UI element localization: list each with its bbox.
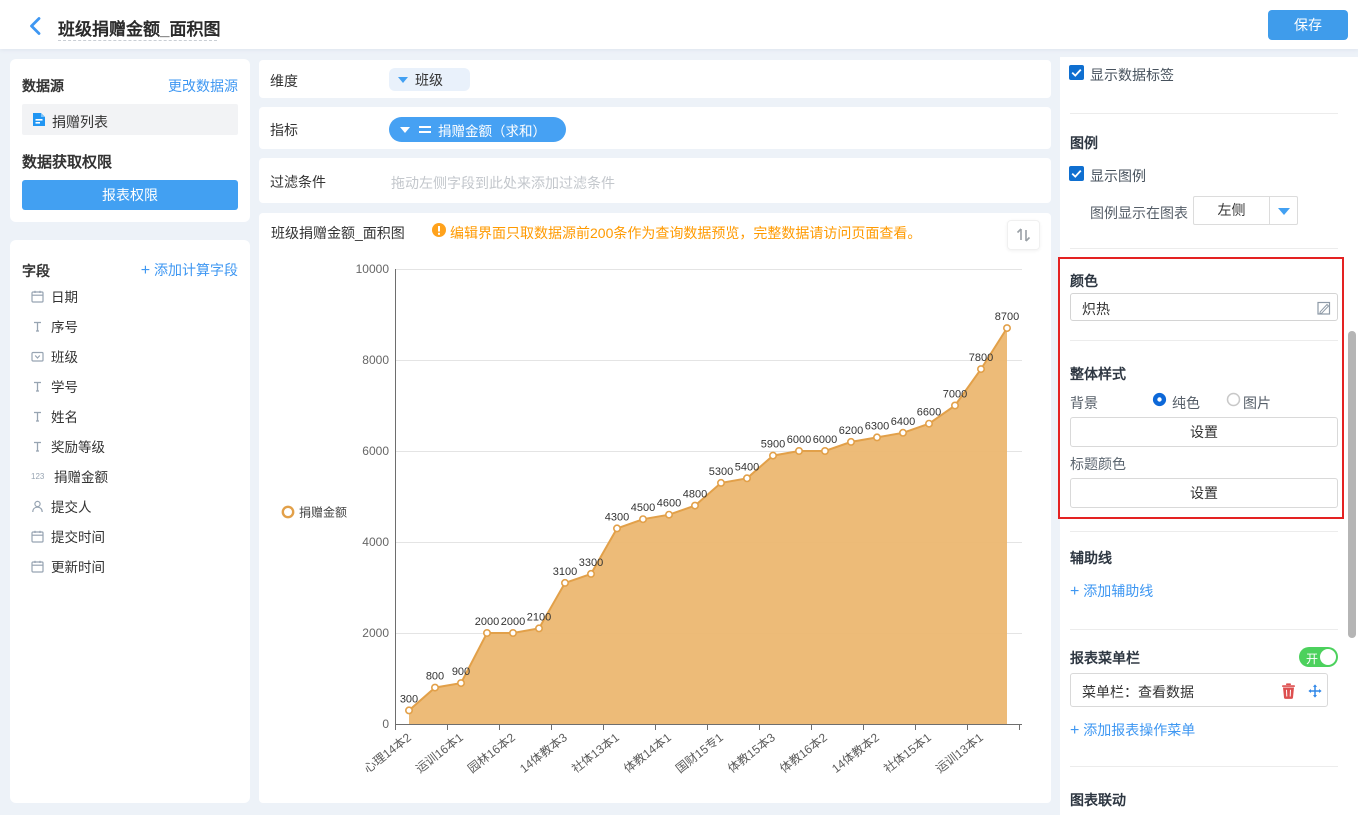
svg-text:5900: 5900: [761, 439, 785, 451]
svg-text:6300: 6300: [865, 420, 889, 432]
svg-text:心理14本2: 心理14本2: [361, 730, 414, 776]
svg-text:800: 800: [426, 671, 444, 683]
svg-text:2000: 2000: [362, 626, 389, 640]
svg-text:6200: 6200: [839, 425, 863, 437]
svg-text:捐赠金额: 捐赠金额: [299, 505, 347, 520]
svg-text:4500: 4500: [631, 502, 655, 514]
svg-text:8700: 8700: [995, 311, 1019, 323]
svg-text:2100: 2100: [527, 611, 551, 623]
svg-text:5300: 5300: [709, 466, 733, 478]
svg-text:10000: 10000: [356, 262, 390, 276]
svg-text:3100: 3100: [553, 566, 577, 578]
svg-text:体教16本2: 体教16本2: [776, 729, 830, 776]
svg-text:6400: 6400: [891, 416, 915, 428]
svg-text:6600: 6600: [917, 407, 941, 419]
svg-text:4600: 4600: [657, 498, 681, 510]
svg-text:14体教本2: 14体教本2: [828, 729, 882, 776]
svg-text:7800: 7800: [969, 352, 993, 364]
svg-text:4300: 4300: [605, 511, 629, 523]
svg-text:0: 0: [382, 717, 389, 731]
svg-text:国财15专1: 国财15专1: [672, 729, 726, 776]
svg-text:6000: 6000: [813, 434, 837, 446]
svg-text:8000: 8000: [362, 353, 389, 367]
svg-text:14体教本3: 14体教本3: [516, 729, 570, 776]
svg-text:运训16本1: 运训16本1: [413, 730, 466, 776]
svg-text:园林16本2: 园林16本2: [465, 730, 518, 776]
svg-text:5400: 5400: [735, 461, 759, 473]
svg-text:300: 300: [400, 693, 418, 705]
svg-text:4800: 4800: [683, 489, 707, 501]
svg-text:社体15本1: 社体15本1: [880, 729, 934, 776]
svg-text:900: 900: [452, 666, 470, 678]
svg-text:6000: 6000: [362, 444, 389, 458]
svg-text:2000: 2000: [501, 616, 525, 628]
svg-text:体教15本3: 体教15本3: [724, 729, 778, 776]
svg-text:7000: 7000: [943, 389, 967, 401]
svg-text:3300: 3300: [579, 557, 603, 569]
svg-text:社体13本1: 社体13本1: [568, 729, 622, 776]
svg-text:6000: 6000: [787, 434, 811, 446]
svg-text:2000: 2000: [475, 616, 499, 628]
svg-text:体教14本1: 体教14本1: [620, 729, 674, 776]
svg-text:4000: 4000: [362, 535, 389, 549]
svg-text:运训13本1: 运训13本1: [933, 730, 986, 776]
